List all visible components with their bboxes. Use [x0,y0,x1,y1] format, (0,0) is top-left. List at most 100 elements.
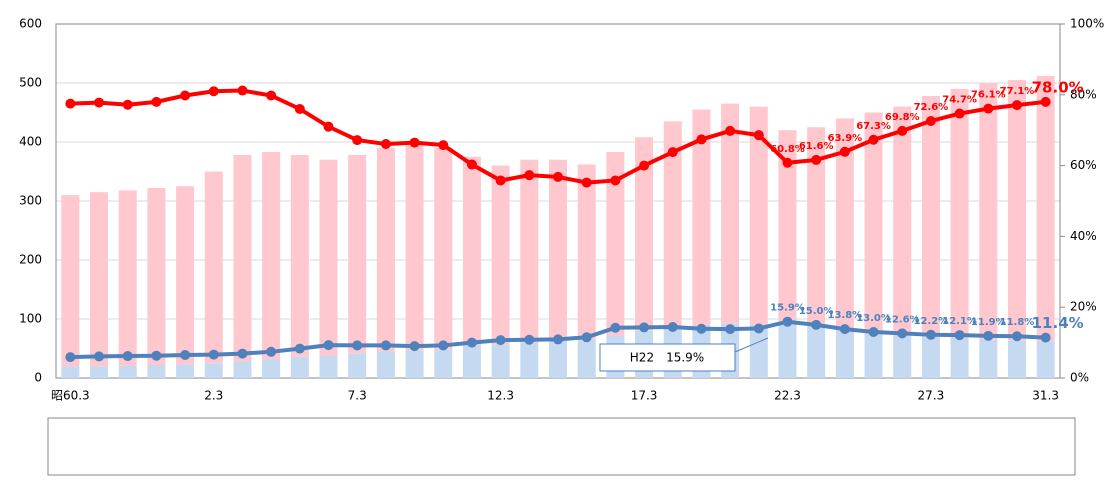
bar [1007,80,1026,341]
bar [606,152,625,336]
line-point [94,97,105,108]
line-point [524,334,535,345]
line-point [1011,100,1022,111]
line-point [151,96,162,107]
x-tick-label: 17.3 [631,389,658,403]
bar [950,337,969,378]
bar [462,156,481,346]
bar [749,324,768,378]
data-label: 67.3% [856,121,891,132]
bar [118,190,137,366]
line-point [380,139,391,150]
bar [549,159,567,342]
bar [778,321,797,378]
bar [348,353,367,378]
y2-tick-label: 60% [1070,158,1097,172]
line-point [811,154,822,165]
line-point [782,316,793,327]
x-tick-label: 22.3 [774,389,801,403]
line-point [983,330,994,341]
y-tick-label: 100 [19,312,42,326]
line-point [553,334,563,345]
data-label: 77.1% [1000,86,1035,97]
bar [176,186,195,365]
bar [290,356,309,378]
line-point [925,115,936,126]
data-label: 11.8% [1000,317,1035,328]
line-point [610,175,621,186]
bar [778,130,797,322]
line-point [122,351,133,362]
line-point [954,330,965,341]
bar [319,355,338,378]
bar [290,154,309,357]
line-point [495,335,506,346]
bar [262,359,281,378]
annotation: H22 15.9% [630,351,704,365]
line-point [294,343,305,354]
bar [1036,75,1055,342]
line-point [667,147,678,158]
line-point [122,99,133,110]
bar [807,326,826,378]
bar [90,366,109,378]
bar [921,95,940,337]
line-point [65,98,76,109]
line-point [495,175,506,186]
bar [577,164,596,340]
line-point [208,349,219,360]
bar [864,333,883,378]
line-point [208,86,219,97]
data-label: 11.9% [971,317,1006,328]
line-point [725,324,736,335]
data-label: 15.9% [770,303,805,314]
line-point [811,319,822,330]
line-point [438,340,449,351]
line-point [897,328,908,339]
bar [835,118,854,330]
line-point [266,346,277,357]
line-point [868,134,879,145]
line-point [639,322,650,333]
plot: 0 100 200 300 400 500 600 0% 20% 40% 60% 80% 100% 昭60… [19,17,1104,456]
line-point [94,351,105,362]
bar [635,137,654,331]
data-label: 13.8% [828,310,863,321]
y-tick-label: 200 [19,253,42,267]
bar [233,361,252,378]
y2-tick-label: 0% [1070,371,1089,385]
bar [434,147,453,350]
line-point [352,340,363,351]
line-point [782,157,793,168]
y-tick-label: 300 [19,194,42,208]
line-point [65,352,76,363]
bar [721,103,740,324]
y-tick-label: 600 [19,17,42,31]
bar [405,350,424,378]
data-label: 76.1% [971,90,1006,101]
bar [90,192,109,367]
bar [520,342,539,378]
line-point [696,134,707,145]
data-label: 74.7% [942,95,977,106]
y-tick-label: 400 [19,135,42,149]
bar [864,112,883,334]
bar [692,109,711,325]
line-point [897,125,908,136]
bar [1007,340,1026,378]
y2-tick-label: 80% [1070,87,1097,101]
data-label: 69.8% [885,112,920,123]
legend-box [47,417,1076,476]
line-point [294,103,305,114]
y2-tick-label: 40% [1070,229,1097,243]
bar [520,159,539,343]
bar [491,165,510,345]
bar [950,88,969,338]
data-label: 12.6% [885,314,920,325]
line-point [839,324,850,335]
line-point [639,160,650,171]
x-tick-label: 昭60.3 [51,389,90,403]
line-point [954,108,965,119]
line-point [323,340,334,351]
bar [348,154,367,354]
